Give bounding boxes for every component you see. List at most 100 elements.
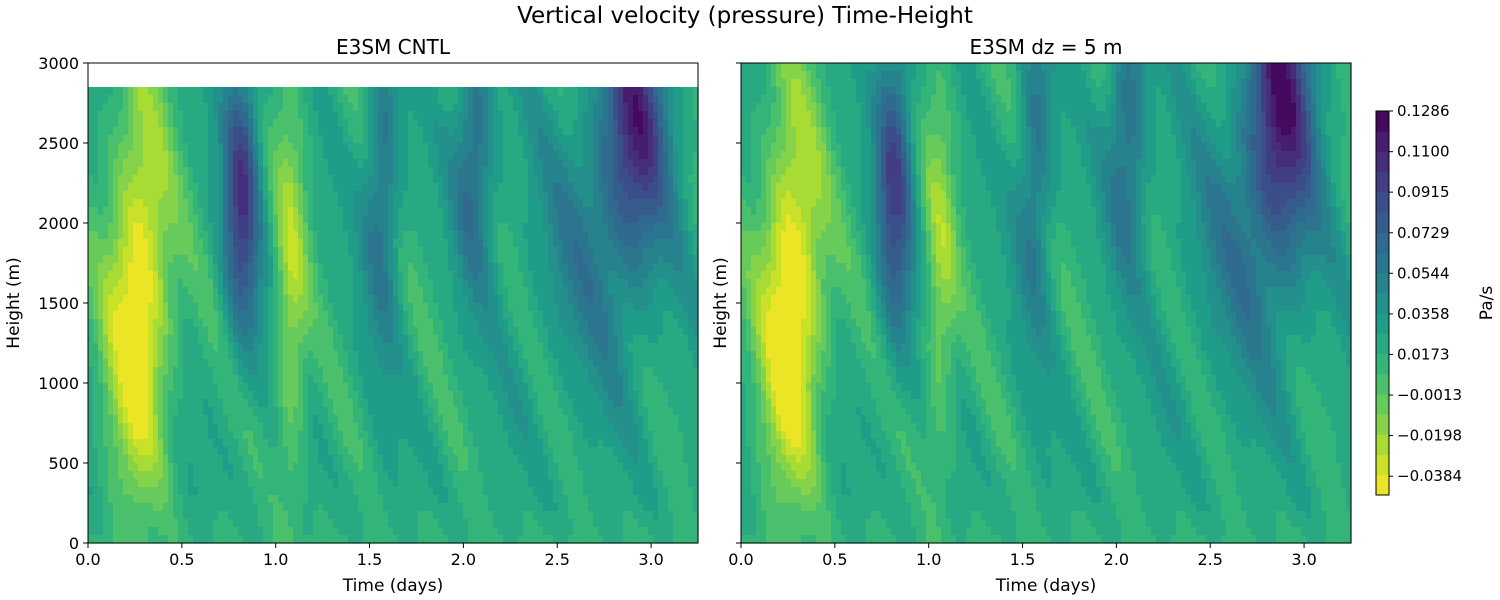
contour-cell — [333, 119, 339, 128]
contour-cell — [378, 367, 384, 376]
contour-cell — [198, 335, 204, 344]
contour-cell — [253, 375, 259, 384]
contour-cell — [108, 295, 114, 304]
contour-cell — [218, 375, 224, 384]
contour-cell — [353, 95, 359, 104]
contour-cell — [518, 463, 524, 472]
contour-cell — [388, 471, 394, 480]
contour-cell — [163, 183, 169, 192]
contour-cell — [468, 175, 474, 184]
contour-cell — [168, 415, 174, 424]
contour-cell — [393, 175, 399, 184]
contour-cell — [493, 95, 499, 104]
contour-cell — [438, 327, 444, 336]
contour-cell — [133, 199, 139, 208]
contour-cell — [93, 191, 99, 200]
contour-cell — [478, 327, 484, 336]
contour-cell — [88, 503, 94, 512]
contour-cell — [243, 471, 249, 480]
contour-cell — [243, 223, 249, 232]
contour-cell — [173, 431, 179, 440]
contour-cell — [283, 159, 289, 168]
contour-cell — [523, 143, 529, 152]
contour-cell — [278, 415, 284, 424]
contour-cell — [463, 383, 469, 392]
contour-cell — [323, 527, 329, 536]
contour-cell — [258, 223, 264, 232]
contour-cell — [268, 439, 274, 448]
contour-cell — [333, 303, 339, 312]
contour-cell — [263, 479, 269, 488]
contour-cell — [463, 495, 469, 504]
contour-cell — [268, 479, 274, 488]
contour-cell — [208, 183, 214, 192]
contour-cell — [148, 143, 154, 152]
contour-cell — [348, 375, 354, 384]
contour-cell — [113, 127, 119, 136]
contour-cell — [153, 119, 159, 128]
contour-cell — [258, 535, 264, 544]
contour-cell — [388, 343, 394, 352]
contour-cell — [453, 479, 459, 488]
contour-cell — [323, 519, 329, 528]
contour-cell — [413, 111, 419, 120]
contour-cell — [303, 399, 309, 408]
contour-cell — [258, 151, 264, 160]
contour-cell — [518, 119, 524, 128]
contour-cell — [113, 295, 119, 304]
contour-cell — [513, 127, 519, 136]
contour-cell — [508, 159, 514, 168]
contour-cell — [363, 447, 369, 456]
contour-cell — [378, 127, 384, 136]
contour-cell — [523, 351, 529, 360]
contour-cell — [248, 247, 254, 256]
contour-cell — [513, 287, 519, 296]
contour-cell — [138, 487, 144, 496]
contour-cell — [253, 279, 259, 288]
contour-cell — [353, 295, 359, 304]
contour-cell — [178, 271, 184, 280]
contour-cell — [228, 399, 234, 408]
contour-cell — [103, 295, 109, 304]
contour-cell — [488, 463, 494, 472]
contour-cell — [133, 247, 139, 256]
contour-cell — [463, 399, 469, 408]
contour-cell — [123, 471, 129, 480]
contour-cell — [408, 87, 414, 96]
contour-cell — [298, 327, 304, 336]
contour-cell — [328, 255, 334, 264]
contour-cell — [368, 231, 374, 240]
contour-cell — [338, 167, 344, 176]
contour-cell — [508, 455, 514, 464]
contour-cell — [248, 159, 254, 168]
contour-cell — [93, 287, 99, 296]
contour-cell — [313, 439, 319, 448]
contour-cell — [128, 351, 134, 360]
contour-cell — [403, 87, 409, 96]
contour-cell — [163, 431, 169, 440]
contour-cell — [368, 351, 374, 360]
contour-cell — [318, 463, 324, 472]
contour-cell — [253, 167, 259, 176]
contour-cell — [218, 231, 224, 240]
contour-cell — [213, 415, 219, 424]
contour-cell — [183, 167, 189, 176]
contour-cell — [98, 527, 104, 536]
contour-cell — [263, 263, 269, 272]
contour-cell — [118, 271, 124, 280]
contour-cell — [358, 247, 364, 256]
contour-cell — [138, 199, 144, 208]
contour-cell — [483, 95, 489, 104]
contour-cell — [363, 303, 369, 312]
contour-cell — [198, 519, 204, 528]
contour-cell — [158, 255, 164, 264]
contour-cell — [113, 143, 119, 152]
contour-cell — [463, 351, 469, 360]
contour-cell — [283, 255, 289, 264]
contour-cell — [438, 383, 444, 392]
contour-cell — [118, 471, 124, 480]
contour-cell — [158, 311, 164, 320]
contour-cell — [508, 279, 514, 288]
contour-cell — [393, 287, 399, 296]
contour-cell — [438, 511, 444, 520]
